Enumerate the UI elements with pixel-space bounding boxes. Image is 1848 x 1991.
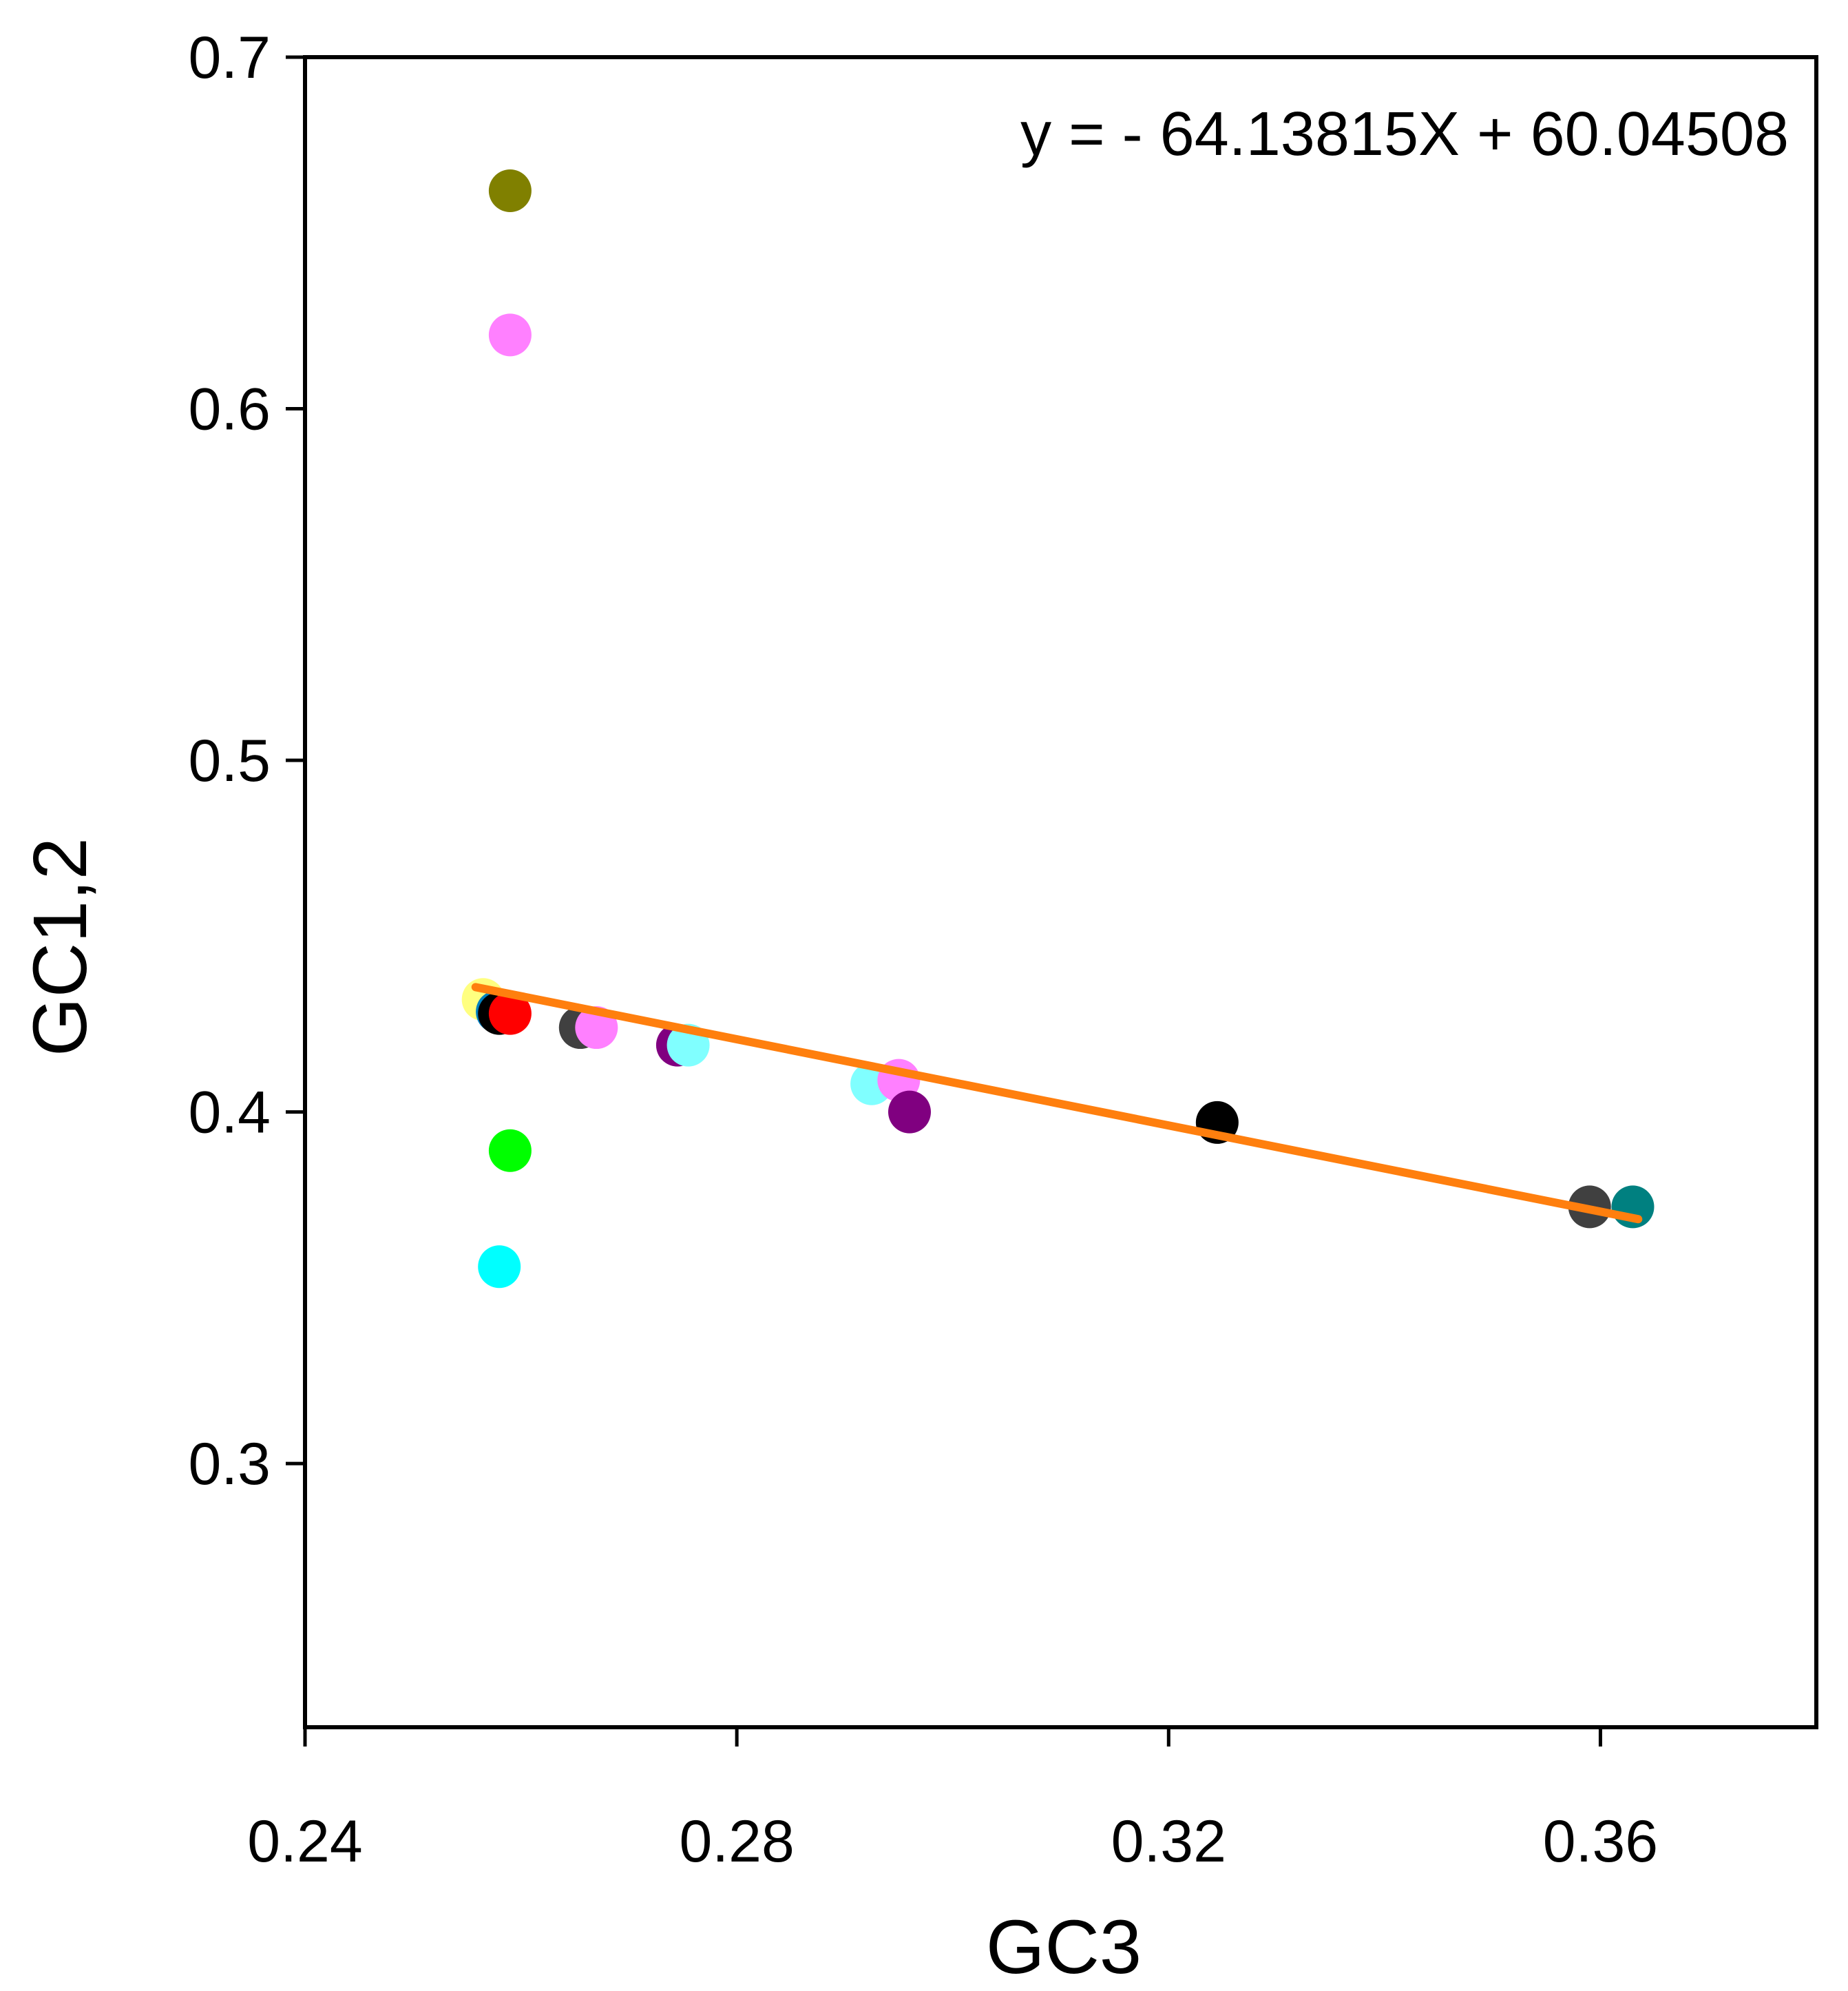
data-point-8 [478, 1245, 521, 1289]
y-axis-title: GC1,2 [18, 837, 103, 1056]
y-tick-label: 0.6 [188, 377, 271, 443]
data-point-7 [488, 1129, 532, 1172]
regression-equation: y = - 64.13815X + 60.04508 [1020, 100, 1789, 169]
x-tick-label: 0.24 [247, 1808, 362, 1875]
y-tick-label: 0.4 [188, 1080, 271, 1146]
data-point-2 [488, 313, 532, 357]
x-tick-label: 0.36 [1543, 1808, 1658, 1875]
trendline [471, 983, 1643, 1224]
x-axis-ticks: 0.24 0.28 0.32 0.36 [247, 1727, 1658, 1875]
y-axis-ticks: 0.3 0.4 0.5 0.6 0.7 [188, 25, 305, 1497]
data-point-1 [488, 169, 532, 212]
x-axis-title: GC3 [986, 1905, 1142, 1990]
x-tick-label: 0.28 [679, 1808, 794, 1875]
data-points [461, 169, 1655, 1289]
x-tick-label: 0.32 [1111, 1808, 1226, 1875]
data-point-15 [888, 1090, 931, 1134]
data-point-6 [488, 992, 532, 1035]
y-tick-label: 0.3 [188, 1431, 271, 1497]
plot-frame [303, 55, 1818, 1729]
y-tick-label: 0.5 [188, 728, 271, 794]
y-tick-label: 0.7 [188, 25, 271, 91]
